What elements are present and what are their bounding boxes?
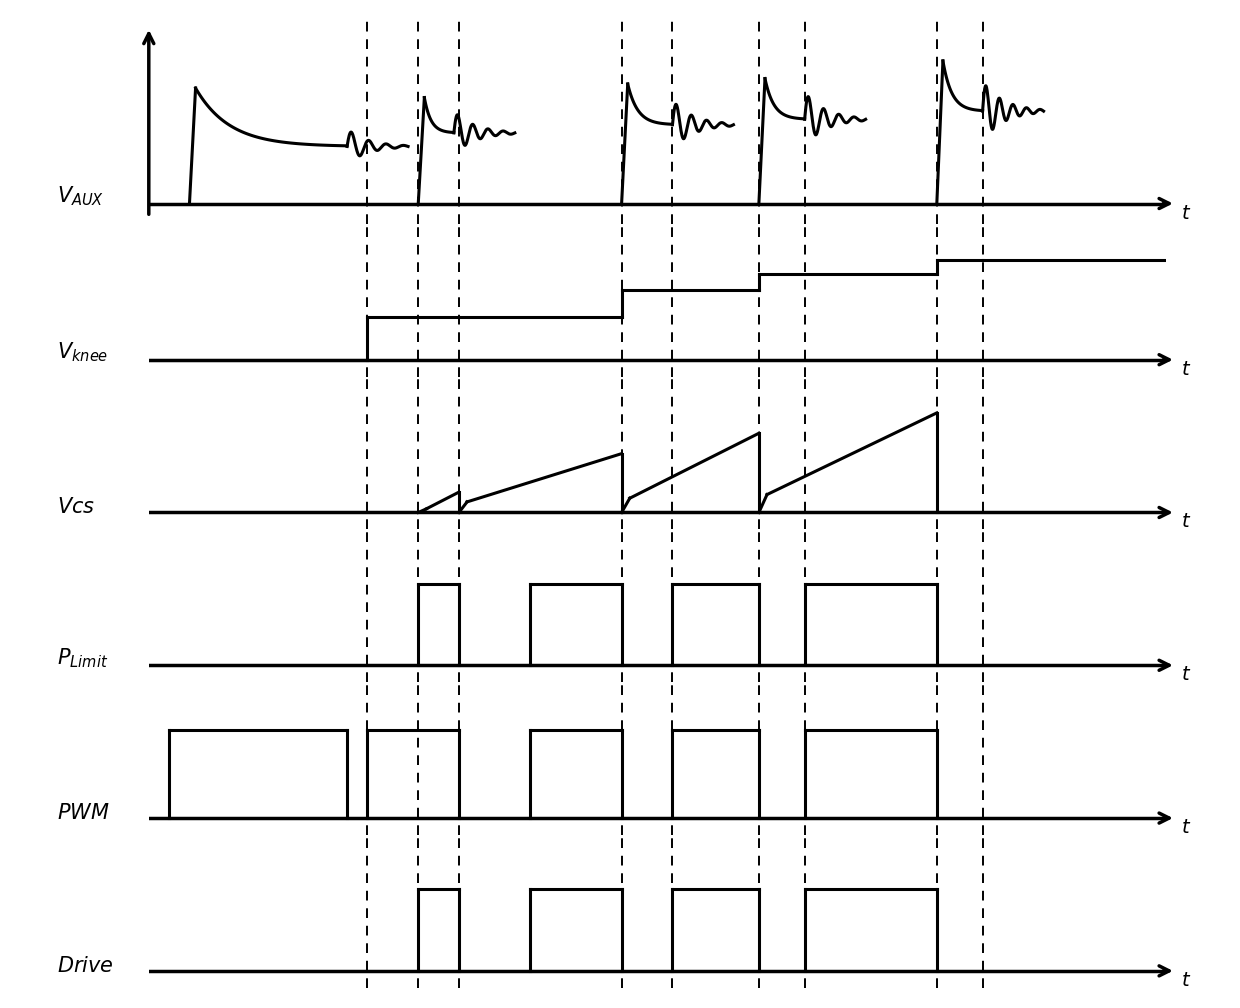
Text: $t$: $t$ — [1180, 360, 1192, 379]
Text: $t$: $t$ — [1180, 205, 1192, 223]
Text: $P_{Limit}$: $P_{Limit}$ — [57, 646, 109, 670]
Text: $V_{knee}$: $V_{knee}$ — [57, 341, 109, 365]
Text: $PWM$: $PWM$ — [57, 802, 110, 823]
Text: $t$: $t$ — [1180, 817, 1192, 837]
Text: $t$: $t$ — [1180, 971, 1192, 990]
Text: $t$: $t$ — [1180, 665, 1192, 684]
Text: $Drive$: $Drive$ — [57, 956, 114, 976]
Text: $Vcs$: $Vcs$ — [57, 497, 95, 517]
Text: $V_{AUX}$: $V_{AUX}$ — [57, 184, 104, 208]
Text: $t$: $t$ — [1180, 512, 1192, 531]
